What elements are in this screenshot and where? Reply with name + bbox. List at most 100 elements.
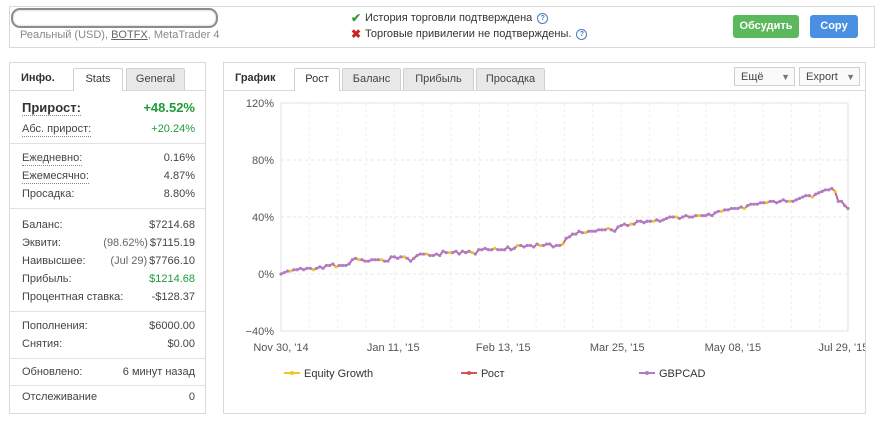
data-point [655,218,659,222]
divider [10,385,205,386]
data-point [438,253,442,258]
tab-profit[interactable]: Прибыль [403,68,474,90]
stat-daily: Ежедневно: 0.16% [22,149,195,167]
data-point [324,263,328,268]
data-point [749,202,753,206]
tab-drawdown[interactable]: Просадка [476,68,545,90]
divider [10,143,205,144]
data-point [720,209,724,213]
data-point [480,248,484,252]
data-point [509,248,513,252]
data-point [522,245,526,249]
data-point [684,213,688,218]
data-point [817,191,821,195]
data-point [512,246,516,250]
data-point [703,213,708,218]
copy-button[interactable]: Copy [810,15,858,38]
stat-label[interactable]: Прирост: [22,100,81,116]
data-point [525,243,529,248]
tab-stats[interactable]: Stats [73,68,123,91]
data-point [295,268,299,272]
data-point [506,245,510,249]
tab-growth[interactable]: Рост [294,68,340,91]
data-point [629,222,633,226]
data-point [752,202,756,206]
y-tick-label: 0% [258,269,274,281]
data-point [574,232,578,236]
data-point [742,206,746,211]
help-icon[interactable]: ? [537,12,549,24]
data-point [758,201,763,205]
data-point [823,188,827,192]
stat-label[interactable]: Абс. прирост: [22,123,92,137]
data-point [470,251,474,255]
stat-label: Процентная ставка: [22,291,124,303]
x-tick-label: Feb 13, '15 [476,342,531,354]
data-point [519,243,523,248]
chart-lines [279,186,850,276]
stat-gain: Прирост: +48.52% [22,99,195,117]
x-tick-label: Jan 11, '15 [367,342,420,354]
data-point [616,225,620,229]
data-point [648,219,652,223]
tab-general[interactable]: General [126,68,185,90]
data-point [366,259,371,263]
stat-label[interactable]: Ежедневно: [22,152,83,166]
stat-value: $1214.68 [149,273,195,285]
data-point [784,199,789,203]
data-point [645,219,649,223]
stat-sub: (Jul 29) [110,255,148,267]
data-point [587,229,591,233]
stat-value: +48.52% [143,100,195,115]
data-point [583,231,588,235]
stat-label: Наивысшее: [22,255,86,267]
data-point [561,242,565,246]
data-point [548,242,552,246]
data-point [428,253,432,258]
stat-interest: Процентная ставка: -$128.37 [22,288,195,306]
data-point [541,243,546,248]
x-tick-label: Nov 30, '14 [253,342,308,354]
y-tick-label: 80% [252,155,274,167]
data-point [600,228,604,232]
stat-sub: (98.62%) [103,237,148,249]
stat-highest: Наивысшее: (Jul 29) $7766.10 [22,252,195,270]
stat-label: Прибыль: [22,273,72,285]
stat-value: $7214.68 [149,219,195,231]
growth-chart[interactable]: 120% 80% 40% 0% −40% Nov 30, '14 Jan 11, '15 F… [224,91,865,413]
data-point [639,219,643,223]
data-point [554,243,558,248]
data-point [379,258,384,262]
stats-tabbar: Инфо. Stats General [10,63,205,91]
data-point [405,256,409,260]
data-point [635,219,639,223]
data-point [321,266,325,270]
more-dropdown[interactable]: Ещё ▼ [734,67,795,86]
stat-value: 4.87% [163,170,195,182]
data-point [674,215,678,219]
broker-link[interactable]: BOTFX [111,29,148,41]
stat-profit: Прибыль: $1214.68 [22,270,195,288]
export-dropdown[interactable]: Export ▼ [799,67,860,86]
stat-label: Отслеживание [22,391,98,403]
data-point [677,216,682,221]
data-point [444,251,448,255]
data-point [486,248,490,252]
data-point [571,232,575,236]
stat-tracking: Отслеживание 0 [22,388,195,406]
data-point [298,266,303,270]
chart-grid [280,102,849,332]
data-point [814,192,818,196]
chevron-down-icon: ▼ [781,72,790,82]
help-icon[interactable]: ? [576,28,588,40]
stat-label[interactable]: Ежемесячно: [22,170,89,184]
stat-label: Обновлено: [22,366,83,378]
data-point [700,213,704,218]
data-point [580,231,584,235]
tab-balance[interactable]: Баланс [342,68,401,90]
data-point [483,246,487,250]
data-point [830,186,834,191]
discuss-button[interactable]: Обсудить [733,15,799,38]
stat-equity: Эквити: (98.62%) $7115.19 [22,234,195,252]
data-point [392,255,396,259]
